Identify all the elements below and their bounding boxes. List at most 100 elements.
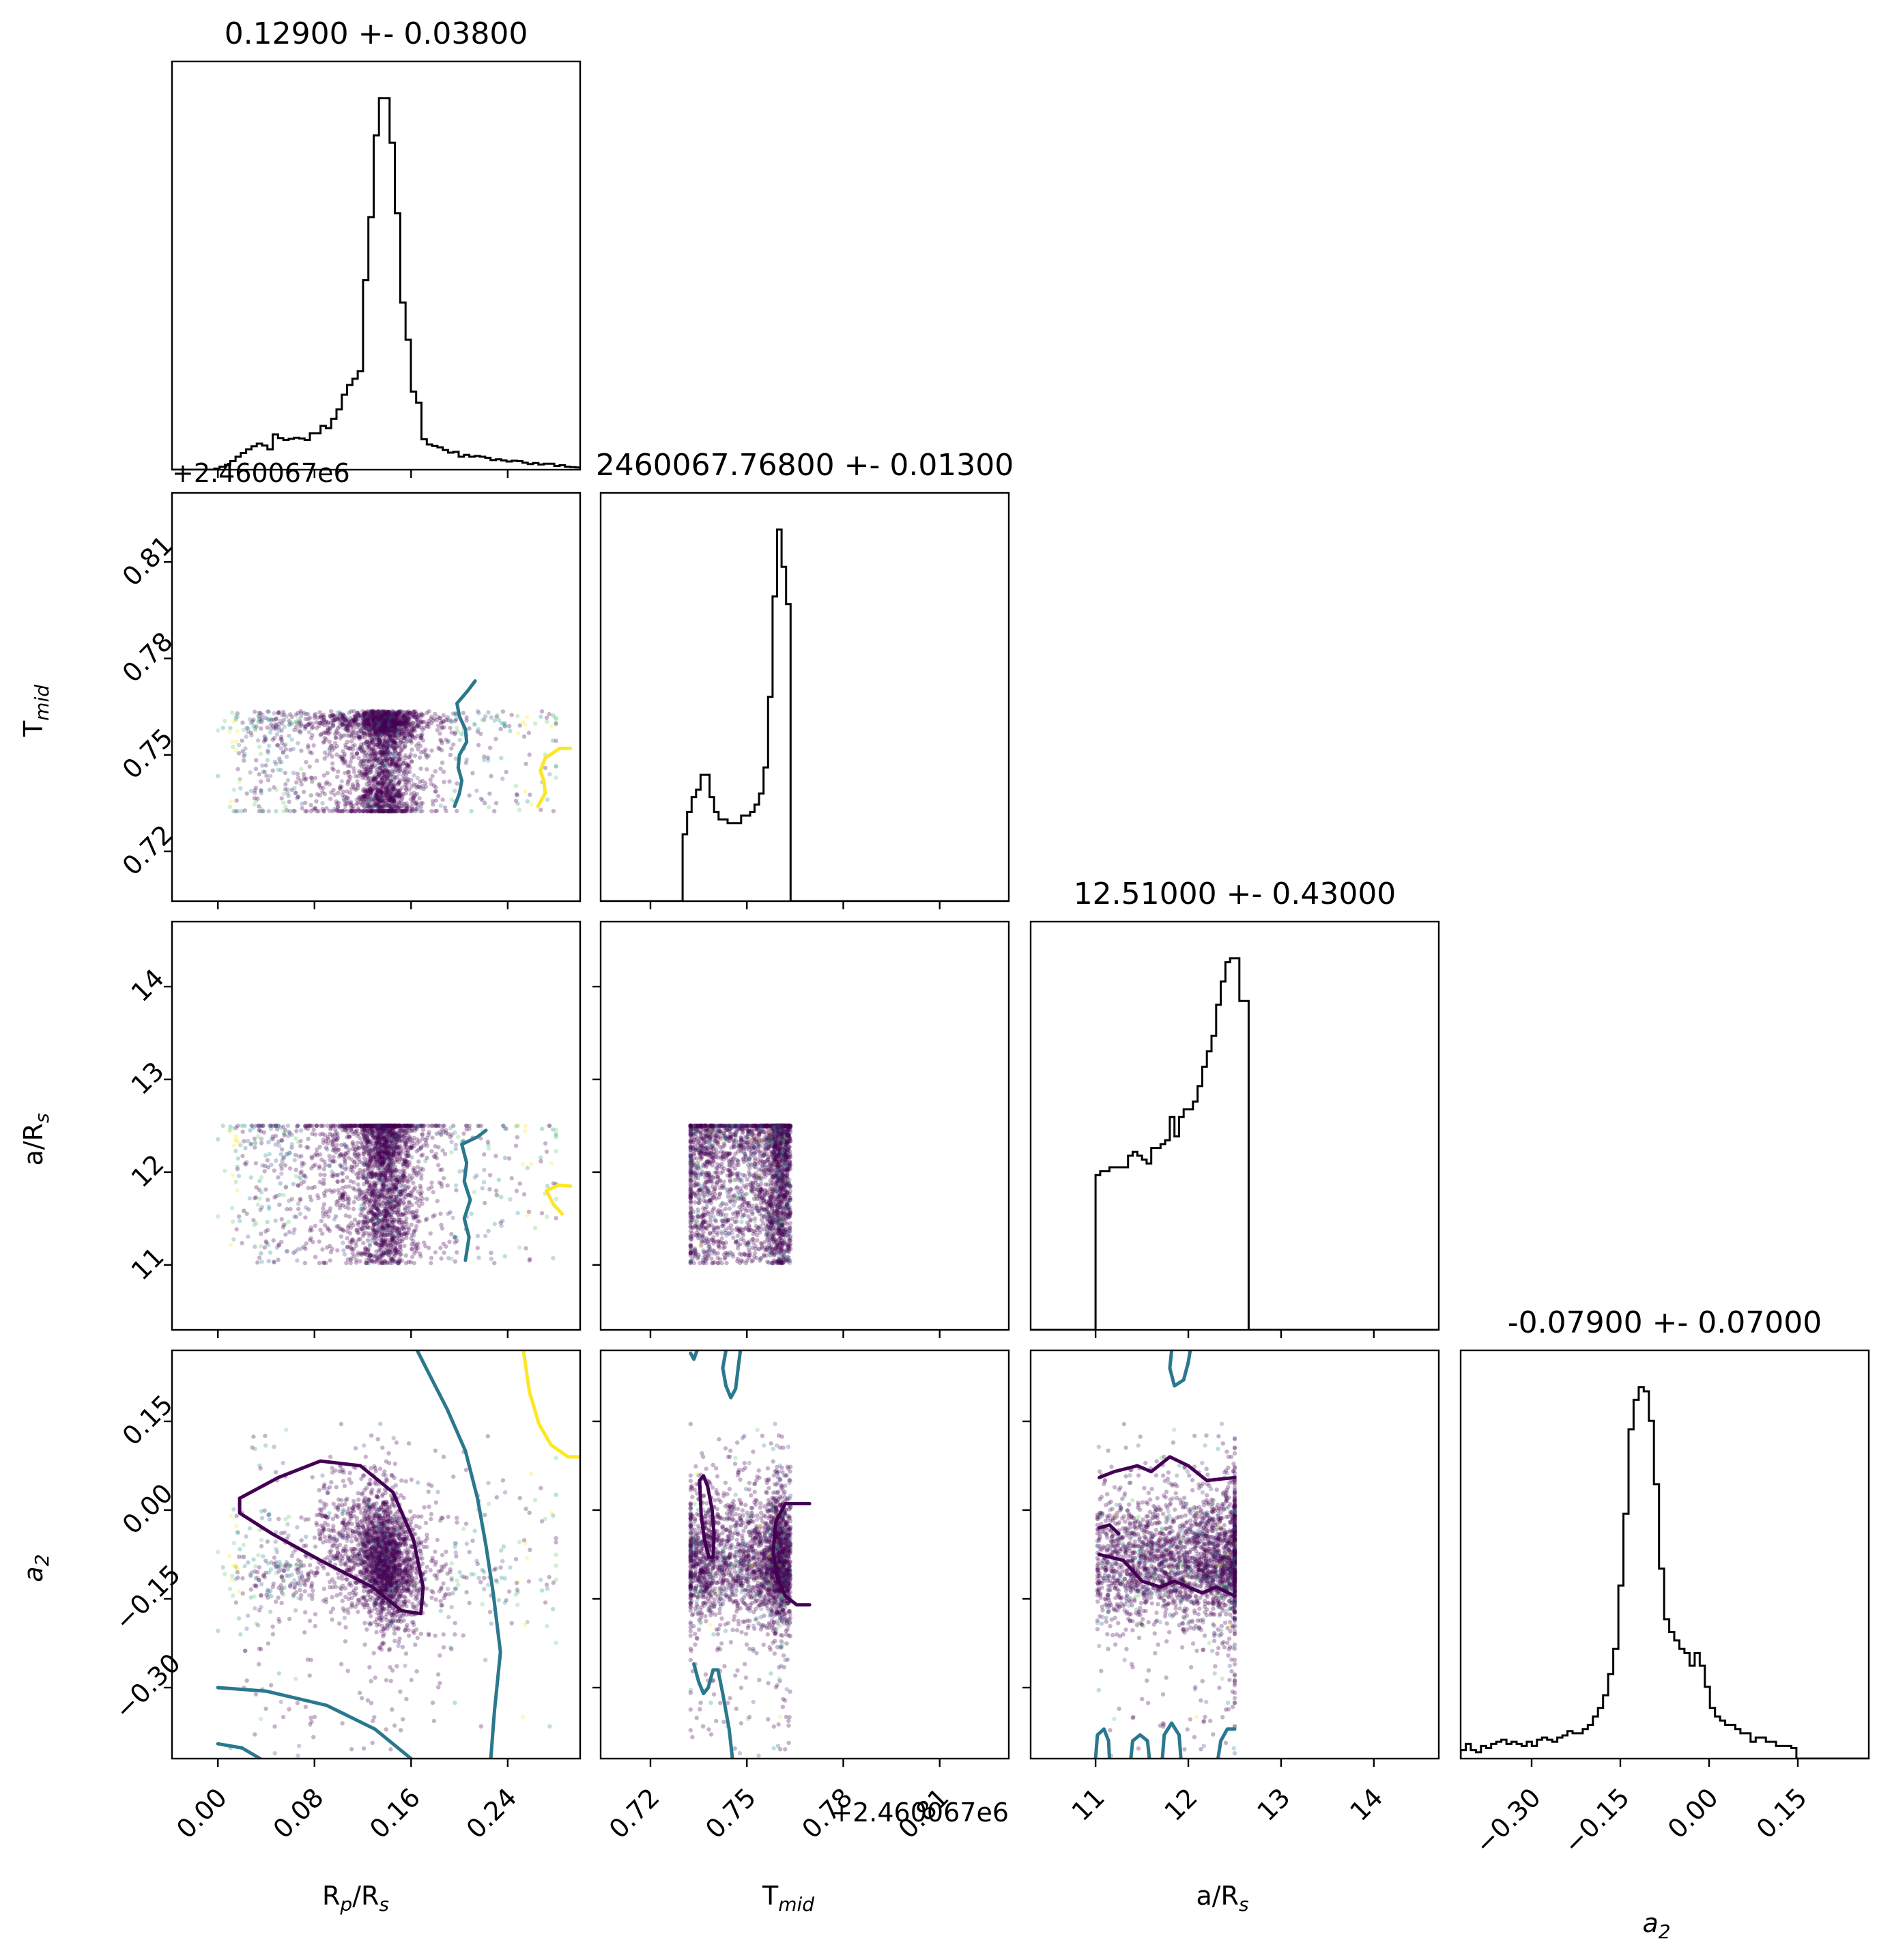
sample-point [397,1137,401,1143]
sample-point [368,724,373,728]
sample-point [392,713,397,718]
sample-point [330,723,336,728]
sample-point [480,1186,485,1191]
sample-point [259,791,264,796]
sample-point [249,733,254,738]
sample-point [416,717,420,722]
sample-point [369,710,374,715]
sample-point [374,717,379,722]
sample-point [410,733,414,738]
sample-point [390,784,396,789]
sample-point [401,809,406,814]
sample-point [389,717,394,722]
sample-point [393,720,398,725]
sample-point [390,726,395,730]
sample-point [380,713,386,718]
sample-point [482,754,487,759]
sample-point [402,720,407,724]
sample-point [384,1222,389,1227]
sample-point [345,795,349,800]
sample-point [400,794,405,799]
sample-point [385,726,390,731]
sample-point [384,779,389,784]
sample-point [357,797,362,801]
sample-point [410,807,415,812]
sample-point [547,1123,551,1128]
sample-point [390,744,395,750]
sample-point [394,711,399,716]
sample-point [373,717,378,722]
sample-point [409,809,414,814]
sample-point [414,801,418,806]
sample-point [429,1149,434,1154]
sample-point [469,1211,474,1217]
sample-point [362,1251,368,1257]
sample-point [429,782,434,786]
sample-point [371,739,375,744]
sample-point [370,1253,375,1258]
sample-point [371,758,376,763]
sample-point [287,809,293,814]
sample-point [356,735,362,740]
sample-point [434,808,440,814]
sample-point [313,1163,317,1167]
sample-point [367,728,373,733]
sample-point [403,716,408,721]
sample-point [370,786,375,791]
sample-point [386,711,390,715]
sample-point [266,1197,270,1202]
sample-point [362,732,368,737]
sample-point [411,797,416,802]
sample-point [341,717,346,722]
sample-point [390,738,395,743]
sample-point [411,709,416,714]
sample-point [418,725,423,730]
sample-point [379,712,384,718]
sample-point [340,1171,345,1176]
sample-point [277,760,282,765]
sample-point [386,785,392,791]
sample-point [292,1158,297,1163]
sample-point [283,1232,288,1237]
sample-point [379,770,384,776]
sample-point [374,791,379,796]
sample-point [405,776,410,782]
sample-point [357,735,362,739]
sample-point [395,721,400,726]
sample-point [386,718,391,723]
sample-point [438,1211,443,1217]
sample-point [363,724,369,730]
sample-point [410,713,414,718]
sample-point [327,1154,332,1159]
sample-point [377,739,382,743]
sample-point [334,774,340,780]
sample-point [442,1152,448,1156]
sample-point [307,715,313,720]
sample-point [293,1215,299,1219]
sample-point [255,796,260,801]
sample-point [331,1154,336,1160]
sample-point [349,803,354,808]
sample-point [325,780,330,785]
sample-point [356,1182,360,1187]
sample-point [256,1134,261,1139]
sample-point [499,720,504,726]
sample-point [397,1215,401,1220]
sample-point [388,780,394,784]
sample-point [374,722,379,727]
sample-point [403,1225,408,1230]
sample-point [362,772,367,778]
sample-point [242,754,246,758]
sample-point [231,787,237,793]
sample-point [389,709,395,714]
sample-point [397,771,401,777]
sample-point [371,717,376,722]
sample-point [298,709,303,714]
sample-point [388,797,393,802]
sample-point [412,713,416,718]
sample-point [286,718,291,723]
sample-point [284,754,289,759]
sample-point [333,735,339,740]
sample-point [440,797,445,802]
sample-point [359,1123,364,1128]
